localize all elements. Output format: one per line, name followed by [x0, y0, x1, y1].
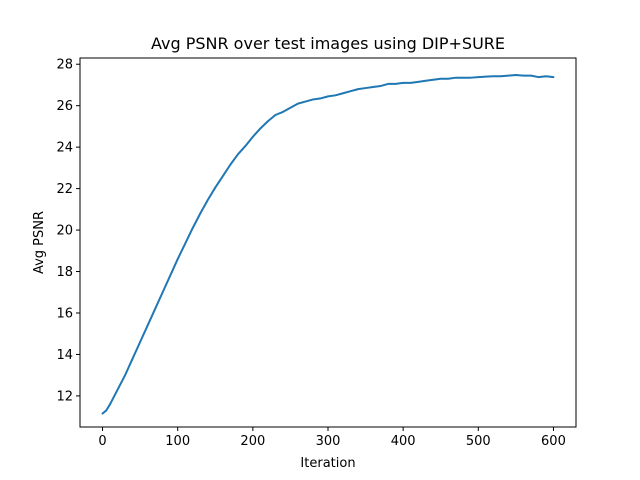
x-tick-label: 400 — [391, 434, 416, 449]
x-tick-label: 300 — [316, 434, 341, 449]
x-axis-label: Iteration — [300, 456, 355, 471]
series-line — [101, 74, 555, 415]
x-tick-label: 0 — [98, 434, 106, 449]
y-tick-label: 20 — [56, 224, 73, 239]
x-tick-label: 100 — [165, 434, 190, 449]
y-tick-label: 24 — [56, 141, 73, 156]
y-tick-label: 16 — [56, 306, 73, 321]
y-axis-label: Avg PSNR — [32, 211, 47, 274]
y-tick-label: 14 — [56, 348, 73, 363]
y-tick-label: 28 — [56, 58, 73, 73]
y-axis: 12 14 16 18 20 22 24 26 28 — [56, 58, 80, 404]
series-layer — [101, 74, 555, 415]
chart-title: Avg PSNR over test images using DIP+SURE — [151, 34, 505, 53]
x-tick-label: 200 — [240, 434, 265, 449]
y-tick-label: 26 — [56, 99, 73, 114]
y-tick-label: 12 — [56, 389, 73, 404]
x-axis: 0 100 200 300 400 500 600 — [98, 427, 566, 449]
y-tick-label: 18 — [56, 265, 73, 280]
x-tick-label: 600 — [541, 434, 566, 449]
x-tick-label: 500 — [466, 434, 491, 449]
y-tick-label: 22 — [56, 182, 73, 197]
